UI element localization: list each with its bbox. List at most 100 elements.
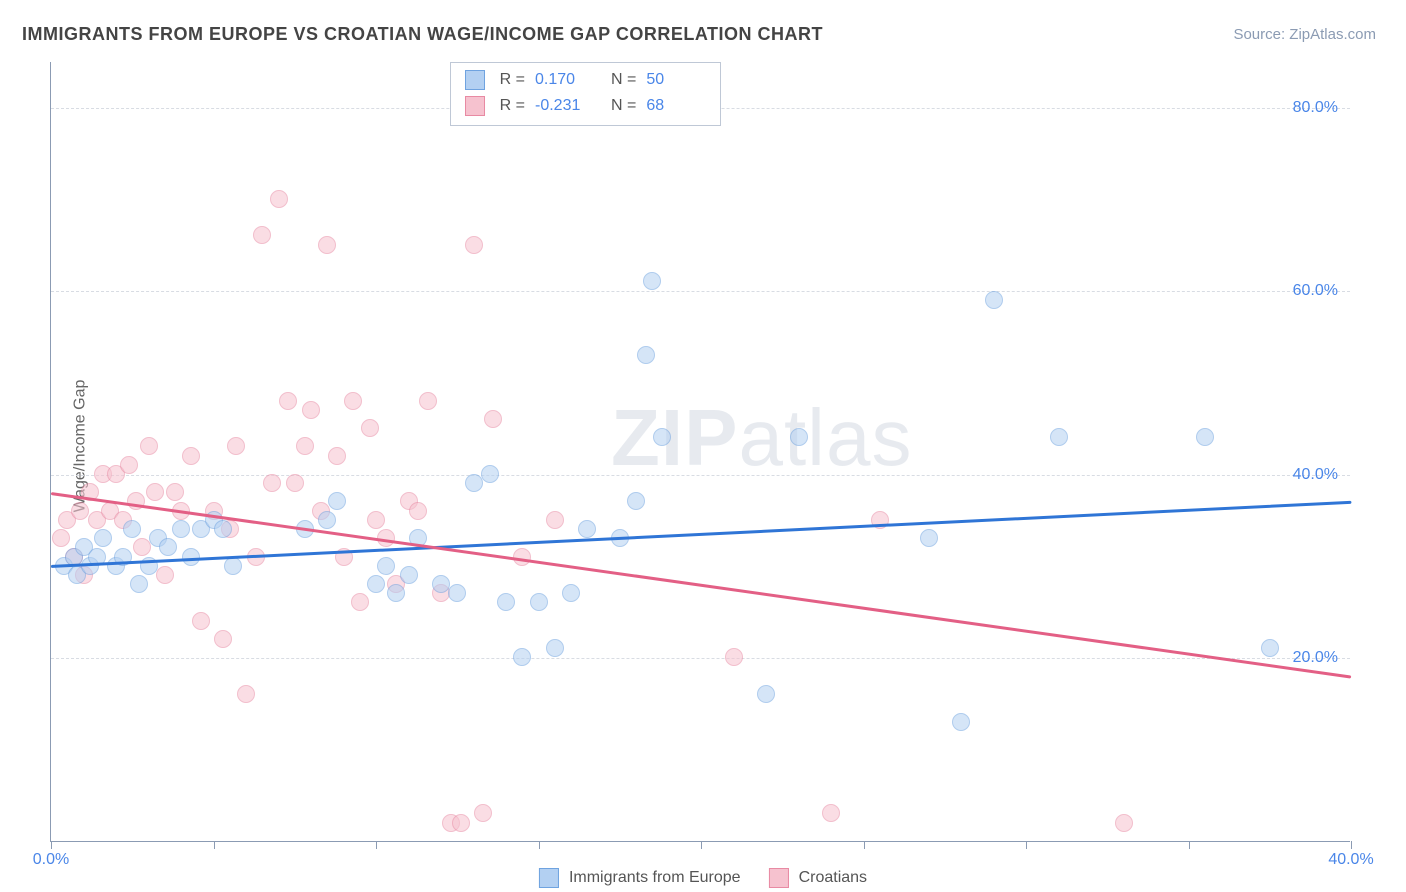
scatter-point (172, 520, 190, 538)
scatter-point (757, 685, 775, 703)
scatter-point (452, 814, 470, 832)
x-tick (51, 841, 52, 849)
scatter-point (725, 648, 743, 666)
scatter-point (578, 520, 596, 538)
x-tick (701, 841, 702, 849)
scatter-point (344, 392, 362, 410)
series-legend: Immigrants from Europe Croatians (539, 868, 867, 888)
scatter-point (481, 465, 499, 483)
scatter-point (296, 437, 314, 455)
y-tick-label: 40.0% (1293, 466, 1338, 484)
scatter-point (71, 502, 89, 520)
scatter-chart-container: IMMIGRANTS FROM EUROPE VS CROATIAN WAGE/… (0, 0, 1406, 892)
stats-legend-box: R = 0.170 N = 50 R = -0.231 N = 68 (450, 62, 721, 126)
scatter-point (952, 713, 970, 731)
r-label: R = (495, 67, 525, 93)
scatter-point (214, 630, 232, 648)
scatter-point (270, 190, 288, 208)
scatter-point (130, 575, 148, 593)
scatter-point (52, 529, 70, 547)
scatter-point (530, 593, 548, 611)
scatter-point (637, 346, 655, 364)
r-label: R = (495, 93, 525, 119)
scatter-point (182, 447, 200, 465)
y-tick-label: 80.0% (1293, 99, 1338, 117)
scatter-point (318, 236, 336, 254)
scatter-point (1050, 428, 1068, 446)
scatter-point (432, 575, 450, 593)
scatter-point (367, 511, 385, 529)
scatter-point (1196, 428, 1214, 446)
chart-title: IMMIGRANTS FROM EUROPE VS CROATIAN WAGE/… (22, 24, 823, 45)
scatter-point (513, 648, 531, 666)
legend-label-series-a: Immigrants from Europe (569, 869, 741, 887)
scatter-point (133, 538, 151, 556)
n-value-series-a: 50 (646, 67, 706, 93)
scatter-point (263, 474, 281, 492)
plot-area: ZIPatlas 20.0%40.0%60.0%80.0%0.0%40.0% (50, 62, 1350, 842)
scatter-point (156, 566, 174, 584)
scatter-point (237, 685, 255, 703)
scatter-point (1261, 639, 1279, 657)
source-credit: Source: ZipAtlas.com (1233, 26, 1376, 43)
legend-swatch-series-a (539, 868, 559, 888)
n-label: N = (611, 67, 636, 93)
scatter-point (192, 612, 210, 630)
x-tick (1189, 841, 1190, 849)
gridline (51, 475, 1350, 476)
y-tick-label: 60.0% (1293, 282, 1338, 300)
scatter-point (279, 392, 297, 410)
scatter-point (409, 502, 427, 520)
scatter-point (920, 529, 938, 547)
scatter-point (822, 804, 840, 822)
scatter-point (367, 575, 385, 593)
scatter-point (286, 474, 304, 492)
scatter-point (627, 492, 645, 510)
x-tick-label: 40.0% (1328, 851, 1373, 869)
scatter-point (328, 447, 346, 465)
scatter-point (985, 291, 1003, 309)
scatter-point (166, 483, 184, 501)
scatter-point (140, 437, 158, 455)
scatter-point (302, 401, 320, 419)
r-value-series-b: -0.231 (535, 93, 595, 119)
stats-legend-row: R = -0.231 N = 68 (465, 93, 706, 119)
stats-legend-row: R = 0.170 N = 50 (465, 67, 706, 93)
x-tick (214, 841, 215, 849)
scatter-point (546, 511, 564, 529)
n-label: N = (611, 93, 636, 119)
scatter-point (146, 483, 164, 501)
x-tick (864, 841, 865, 849)
watermark-light: atlas (738, 393, 912, 482)
scatter-point (562, 584, 580, 602)
x-tick (1351, 841, 1352, 849)
scatter-point (182, 548, 200, 566)
scatter-point (214, 520, 232, 538)
scatter-point (159, 538, 177, 556)
legend-swatch-series-a (465, 70, 485, 90)
scatter-point (387, 584, 405, 602)
x-tick (539, 841, 540, 849)
x-tick (1026, 841, 1027, 849)
regression-line (51, 501, 1351, 568)
scatter-point (224, 557, 242, 575)
scatter-point (497, 593, 515, 611)
scatter-point (643, 272, 661, 290)
scatter-point (513, 548, 531, 566)
scatter-point (448, 584, 466, 602)
scatter-point (474, 804, 492, 822)
scatter-point (318, 511, 336, 529)
scatter-point (328, 492, 346, 510)
n-value-series-b: 68 (646, 93, 706, 119)
legend-swatch-series-b (465, 96, 485, 116)
legend-swatch-series-b (769, 868, 789, 888)
y-tick-label: 20.0% (1293, 649, 1338, 667)
scatter-point (377, 557, 395, 575)
scatter-point (1115, 814, 1133, 832)
gridline (51, 291, 1350, 292)
scatter-point (790, 428, 808, 446)
r-value-series-a: 0.170 (535, 67, 595, 93)
scatter-point (123, 520, 141, 538)
legend-item-series-a: Immigrants from Europe (539, 868, 741, 888)
regression-line (51, 492, 1351, 678)
